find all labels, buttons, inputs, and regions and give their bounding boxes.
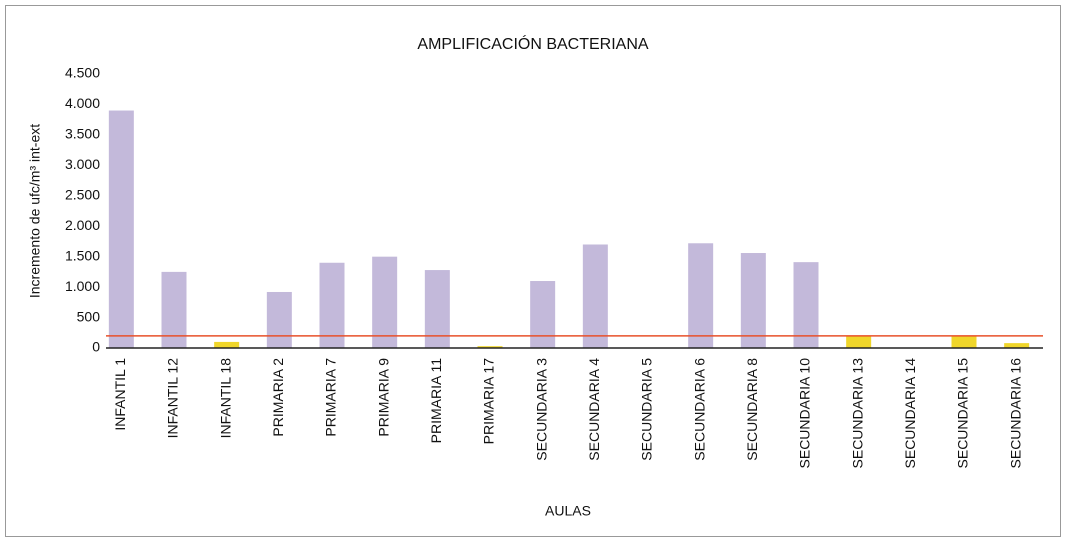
x-tick-label: SECUNDARIA 8	[744, 358, 760, 461]
y-tick-label: 1.000	[65, 278, 100, 294]
chart-frame	[5, 5, 1061, 537]
bar	[161, 271, 187, 348]
chart-title: AMPLIFICACIÓN BACTERIANA	[417, 34, 648, 53]
bar	[793, 262, 819, 348]
bar	[214, 341, 240, 348]
x-axis-title: AULAS	[545, 503, 591, 519]
x-tick-label: SECUNDARIA 6	[691, 358, 707, 461]
y-tick-label: 2.500	[65, 186, 100, 202]
x-tick-label: SECUNDARIA 14	[902, 358, 918, 469]
x-tick-label: PRIMARIA 2	[270, 358, 286, 437]
x-tick-label: SECUNDARIA 3	[533, 358, 549, 461]
x-tick-label: PRIMARIA 17	[481, 358, 497, 445]
bar	[688, 243, 714, 348]
y-axis-title: Incremento de ufc/m³ int-ext	[27, 124, 43, 298]
bar	[372, 256, 398, 348]
y-tick-label: 0	[92, 339, 100, 355]
x-tick-label: INFANTIL 1	[112, 358, 128, 431]
x-tick-label: INFANTIL 18	[217, 358, 233, 439]
x-tick-label: SECUNDARIA 16	[1007, 358, 1023, 469]
y-tick-label: 2.000	[65, 217, 100, 233]
bar	[108, 110, 134, 349]
bar	[530, 281, 556, 348]
y-tick-label: 4.500	[65, 65, 100, 81]
bar	[424, 270, 450, 348]
x-tick-label: SECUNDARIA 15	[955, 358, 971, 469]
bar	[846, 335, 872, 348]
x-tick-label: SECUNDARIA 10	[797, 358, 813, 469]
bar	[951, 335, 977, 348]
bar	[477, 346, 503, 348]
bar	[266, 291, 292, 348]
y-tick-label: 3.000	[65, 156, 100, 172]
x-tick-label: PRIMARIA 7	[323, 358, 339, 437]
x-tick-label: INFANTIL 12	[165, 358, 181, 439]
x-tick-label: PRIMARIA 11	[428, 358, 444, 444]
x-tick-label: SECUNDARIA 5	[639, 358, 655, 461]
y-tick-label: 500	[77, 308, 101, 324]
bar	[1004, 343, 1030, 348]
bar	[319, 262, 345, 348]
bar	[582, 244, 608, 348]
x-tick-label: PRIMARIA 9	[375, 358, 391, 437]
x-tick-label: SECUNDARIA 4	[586, 358, 602, 461]
y-tick-label: 4.000	[65, 95, 100, 111]
y-tick-label: 3.500	[65, 126, 100, 142]
y-tick-label: 1.500	[65, 247, 100, 263]
bar	[740, 253, 766, 348]
x-tick-label: SECUNDARIA 13	[849, 358, 865, 469]
